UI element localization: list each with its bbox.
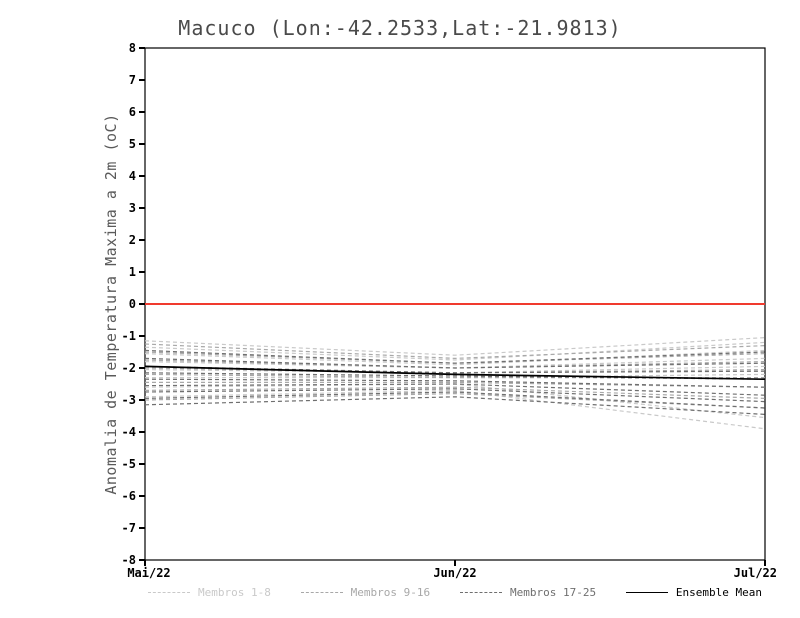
member-line — [144, 378, 766, 388]
legend-label-ensemble-mean: Ensemble Mean — [675, 586, 762, 599]
y-tick-label: -2 — [122, 361, 136, 375]
y-tick-label: -4 — [122, 425, 136, 439]
legend-item-ensemble-mean: Ensemble Mean — [625, 586, 762, 599]
member-line — [144, 349, 766, 364]
y-tick-label: -1 — [122, 329, 136, 343]
legend-label-membros-17-25: Membros 17-25 — [509, 586, 597, 599]
legend-label-membros-1-8: Membros 1-8 — [198, 586, 271, 599]
member-line — [144, 343, 766, 360]
member-line — [144, 372, 766, 380]
member-line — [144, 349, 766, 366]
legend-line-sample-membros-9-16 — [300, 592, 343, 593]
member-line — [144, 391, 766, 409]
member-line — [144, 357, 766, 369]
y-tick-label: 2 — [129, 233, 136, 247]
legend: Membros 1-8 Membros 9-16 Membros 17-25 E… — [148, 586, 762, 599]
y-tick-label: -5 — [122, 457, 136, 471]
member-line — [144, 337, 766, 356]
x-tick-label: Mai/22 — [127, 566, 170, 580]
member-line — [144, 365, 766, 374]
member-line — [144, 396, 766, 415]
legend-label-membros-9-16: Membros 9-16 — [350, 586, 431, 599]
y-tick-label: 4 — [129, 169, 136, 183]
y-tick-label: 7 — [129, 73, 136, 87]
member-line — [144, 373, 765, 379]
chart-title: Macuco (Lon:-42.2533,Lat:-21.9813) — [178, 16, 622, 40]
legend-item-membros-17-25: Membros 17-25 — [459, 586, 597, 599]
legend-line-sample-ensemble-mean — [625, 592, 668, 593]
y-tick-label: -6 — [122, 489, 136, 503]
legend-item-membros-1-8: Membros 1-8 — [148, 586, 271, 599]
y-tick-label: 3 — [129, 201, 136, 215]
y-tick-label: -8 — [122, 553, 136, 567]
x-tick-label: Jun/22 — [433, 566, 476, 580]
member-line — [144, 388, 766, 403]
y-tick-label: 0 — [129, 297, 136, 311]
member-line — [145, 381, 766, 388]
y-tick-label: -3 — [122, 393, 136, 407]
member-line — [144, 389, 766, 430]
member-line — [144, 383, 766, 396]
legend-item-membros-9-16: Membros 9-16 — [300, 586, 431, 599]
y-tick-label: 5 — [129, 137, 136, 151]
member-line — [144, 392, 766, 409]
legend-line-sample-membros-17-25 — [459, 592, 502, 593]
legend-line-sample-membros-1-8 — [148, 592, 190, 593]
y-tick-label: 8 — [129, 41, 136, 55]
y-tick-label: -7 — [122, 521, 136, 535]
ensemble-mean-line — [144, 365, 766, 381]
x-tick-label: Jul/22 — [734, 566, 777, 580]
member-line — [144, 341, 766, 361]
member-line — [144, 386, 766, 399]
y-tick-label: 1 — [129, 265, 136, 279]
y-tick-label: 6 — [129, 105, 136, 119]
